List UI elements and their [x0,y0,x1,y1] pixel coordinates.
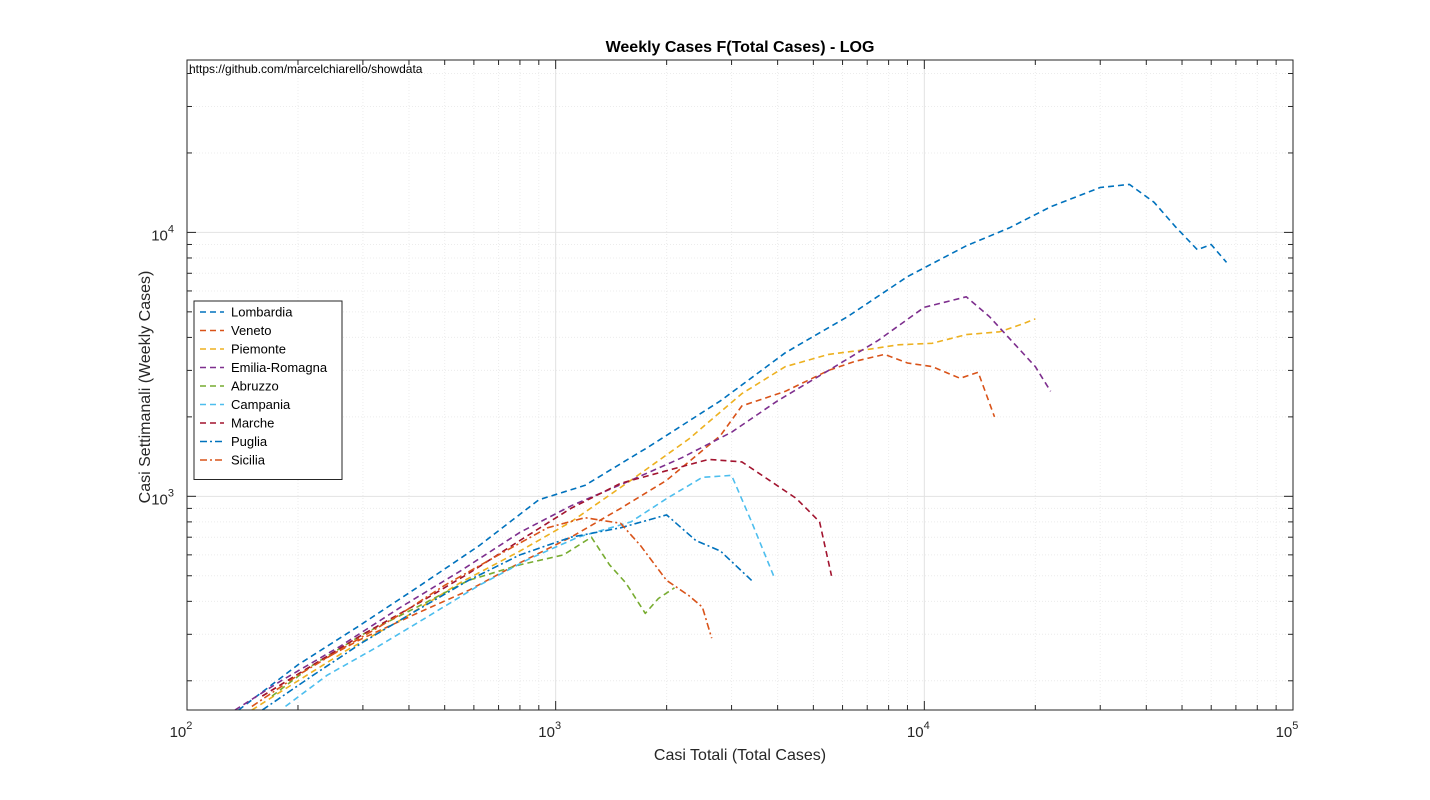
series-layer [234,183,1228,711]
x-tick-label: 105 [1276,720,1299,741]
plot-frame [186,59,1294,711]
legend-label-sicilia: Sicilia [231,453,266,468]
legend-label-emilia-romagna: Emilia-Romagna [231,360,328,375]
legend-label-veneto: Veneto [231,323,272,338]
y-tick-label: 104 [151,223,174,244]
series-line-sicilia [251,516,713,708]
series-line-veneto [261,353,996,697]
minor-grid [187,60,1293,710]
legend-label-piemonte: Piemonte [231,342,286,357]
series-line-puglia [261,514,753,711]
x-tick-label: 103 [538,720,561,741]
legend-label-marche: Marche [231,416,274,431]
series-line-emilia-romagna [234,295,1052,711]
ticks [186,60,1293,710]
y-axis-label: Casi Settimanali (Weekly Cases) [137,271,154,504]
legend-box [193,300,343,480]
series-line-lombardia [238,183,1228,711]
x-tick-label: 102 [170,720,193,741]
legend-label-puglia: Puglia [231,434,268,449]
legend: Lombardia Veneto Piemonte Emilia-Romagna Abr… [193,300,343,480]
x-axis-label: Casi Totali (Total Cases) [654,747,826,764]
chart-title: Weekly Cases F(Total Cases) - LOG [606,39,875,56]
series-line-abruzzo [271,536,675,697]
tick-labels: 102 103 104 105 103 104 [151,223,1298,741]
legend-label-abruzzo: Abruzzo [231,379,279,394]
y-tick-label: 103 [151,487,174,508]
series-line-campania [285,474,775,708]
legend-label-campania: Campania [231,397,291,412]
x-tick-label: 104 [907,720,930,741]
legend-label-lombardia: Lombardia [231,305,293,320]
source-annotation: https://github.com/marcelchiarello/showd… [189,62,423,76]
plot-area [187,60,1293,710]
